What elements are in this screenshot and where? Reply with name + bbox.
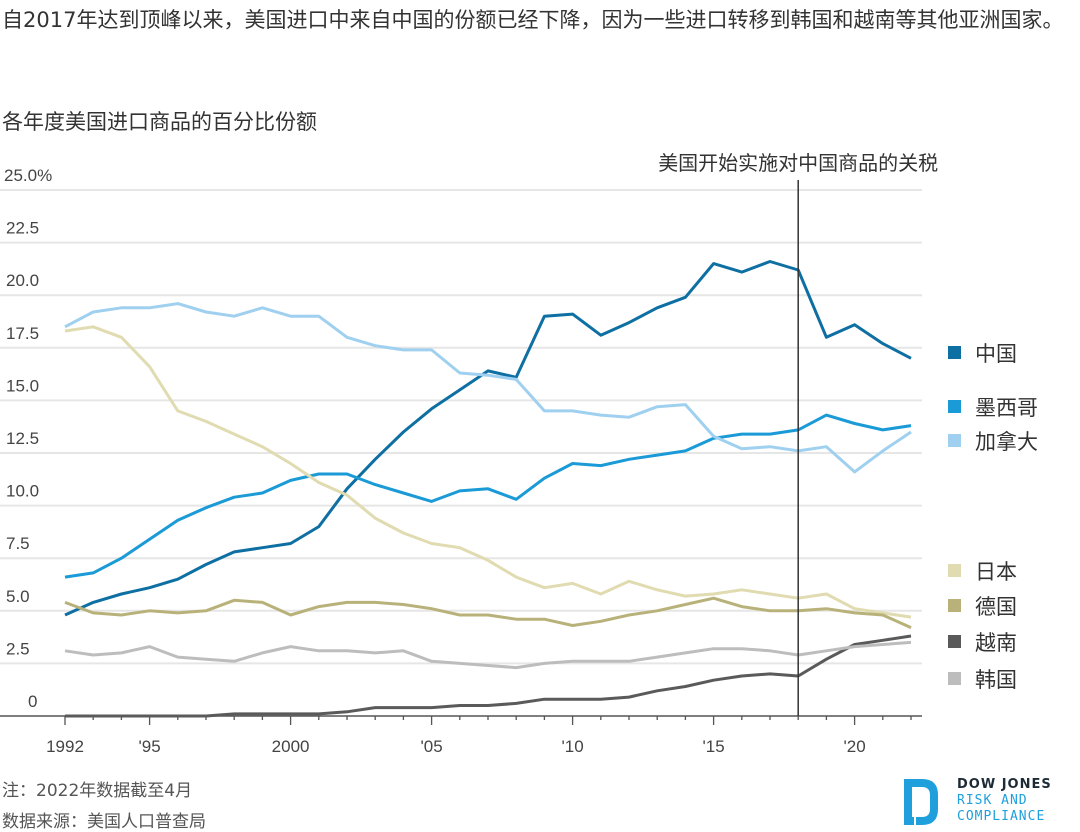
x-tick-label: '20 [844,737,866,756]
legend-label: 加拿大 [975,430,1038,454]
legend-label: 日本 [975,560,1017,584]
legend-label: 中国 [975,342,1017,366]
x-tick-label: '05 [421,737,443,756]
footnote: 注：2022年数据截至4月 [2,781,193,801]
x-tick-label: 1992 [46,737,84,756]
y-tick-label: 0 [28,692,37,711]
series-line-4 [64,596,912,629]
source-note: 数据来源：美国人口普查局 [2,812,206,832]
series-line-0 [64,260,912,617]
logo-line-2: RISK AND [957,793,1028,808]
legend-label: 墨西哥 [975,396,1038,420]
headline: 自2017年达到顶峰以来，美国进口中来自中国的份额已经下降，因为一些进口转移到韩… [2,8,1064,32]
x-tick-label: '95 [139,737,161,756]
y-tick-label: 17.5 [6,324,39,343]
y-tick-label: 5.0 [6,587,30,606]
y-tick-label: 7.5 [6,534,30,553]
legend-swatch [948,635,961,648]
y-tick-label: 20.0 [6,271,39,290]
x-tick-label: '15 [703,737,725,756]
chart-title: 各年度美国进口商品的百分比份额 [2,110,317,134]
y-tick-label: 25.0% [4,166,52,185]
series-line-6 [64,640,912,670]
legend-label: 德国 [975,595,1017,619]
dj-logo-mark-icon [904,779,938,825]
y-tick-label: 10.0 [6,482,39,501]
logo-line-1: DOW JONES [957,777,1052,792]
legend-swatch [948,672,961,685]
legend-swatch [948,434,961,447]
legend-swatch [948,599,961,612]
legend-swatch [948,346,961,359]
gridlines [0,189,922,665]
y-tick-label: 12.5 [6,429,39,448]
x-axis: 1992 '95 2000 '05 '10 '15 '20 [0,715,922,756]
x-tick-label: '10 [562,737,584,756]
annotation-label: 美国开始实施对中国商品的关税 [658,151,938,175]
y-axis-ticks: 0 2.5 5.0 7.5 10.0 12.5 15.0 17.5 20.0 22.5 25.0% [4,166,52,711]
dow-jones-logo: DOW JONES RISK AND COMPLIANCE [900,775,1080,827]
legend-label: 韩国 [975,668,1017,692]
y-tick-label: 22.5 [6,219,39,238]
legend-swatch [948,400,961,413]
legend-swatch [948,564,961,577]
series-lines [64,260,912,718]
tariff-annotation: 美国开始实施对中国商品的关税 [658,151,938,716]
series-line-5 [65,634,912,718]
series-line-3 [64,325,912,619]
legend-label: 越南 [975,631,1017,655]
x-tick-label: 2000 [272,737,310,756]
series-line-1 [64,413,912,579]
logo-line-3: COMPLIANCE [957,809,1046,824]
y-tick-label: 15.0 [6,376,39,395]
y-tick-label: 2.5 [6,639,30,658]
series-line-2 [64,302,912,474]
